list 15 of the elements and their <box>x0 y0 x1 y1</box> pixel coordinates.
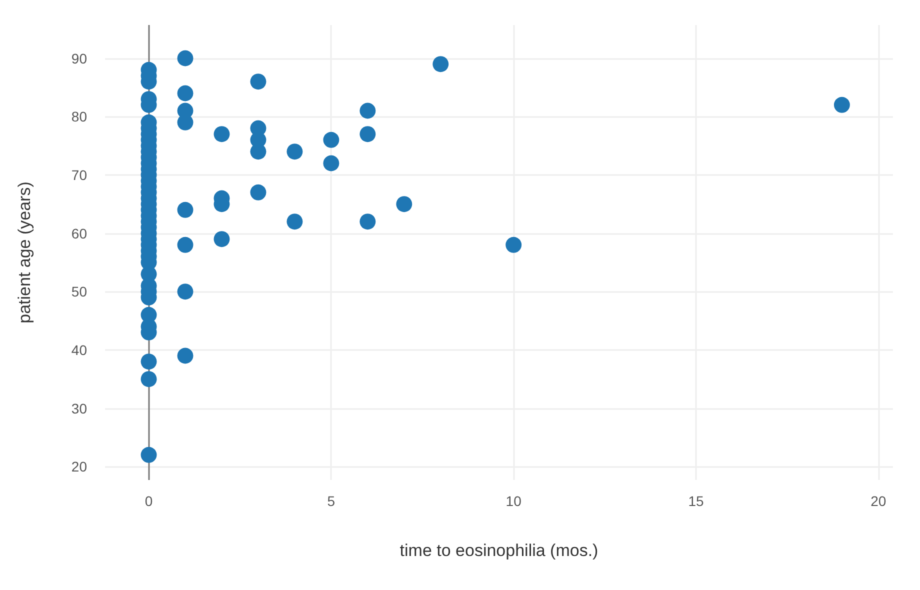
y-tick-label: 20 <box>71 458 88 475</box>
x-axis-title: time to eosinophilia (mos.) <box>400 541 598 560</box>
x-tick-label: 20 <box>870 493 886 509</box>
y-tick-label: 70 <box>71 166 88 183</box>
x-tick-label: 0 <box>144 493 153 509</box>
x-tick-label: 10 <box>506 493 522 509</box>
y-tick-label: 90 <box>71 50 88 66</box>
y-axis-title: patient age (years) <box>15 182 34 324</box>
x-tick-label: 5 <box>327 493 336 509</box>
y-tick-label: 30 <box>71 400 88 416</box>
y-tick-label: 80 <box>71 108 88 125</box>
y-tick-label: 60 <box>71 225 88 242</box>
x-tick-label: 15 <box>688 493 704 509</box>
y-tick-label: 40 <box>71 342 88 358</box>
y-tick-label: 50 <box>71 284 88 300</box>
